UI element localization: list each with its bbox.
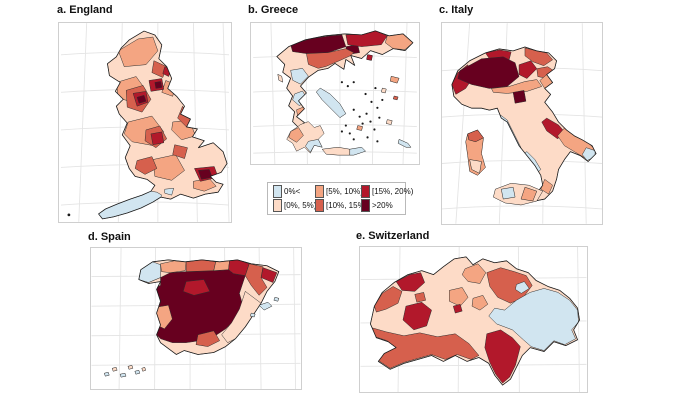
spain-map [91, 248, 301, 389]
panel-italy [441, 22, 603, 225]
country-outline-stroke [370, 256, 580, 386]
england-map [60, 23, 230, 222]
map-regions [98, 36, 219, 219]
legend-item: [15%, 20%) [361, 185, 414, 199]
legend-item: [10%, 15%) [315, 198, 367, 212]
legend-label: >20% [372, 200, 393, 210]
switzerland-map [360, 247, 587, 392]
country-outline-stroke [451, 46, 597, 202]
legend-swatch [273, 185, 282, 199]
panel-title-switzerland: e. Switzerland [356, 230, 430, 242]
graticule [253, 23, 417, 164]
scilly-isles-dot [67, 213, 71, 217]
country-outline [98, 30, 228, 220]
country-outline-stroke [98, 30, 228, 220]
legend: 0%< [5%, 10%) [15%, 20%) [0%, 5%) [10%, … [267, 182, 413, 215]
legend-swatch [361, 198, 370, 212]
legend-swatch [361, 185, 370, 199]
balearic-islands [249, 297, 280, 318]
legend-label: [0%, 5%) [284, 200, 317, 210]
sicily-region [493, 183, 544, 206]
legend-label: [15%, 20%) [372, 187, 414, 197]
panel-switzerland [359, 246, 588, 393]
map-regions [372, 263, 579, 384]
panel-title-spain: d. Spain [88, 231, 131, 243]
country-outline-stroke [276, 30, 414, 128]
legend-item: >20% [361, 198, 410, 212]
panel-england [58, 22, 232, 223]
greece-map [253, 23, 417, 164]
map-regions [138, 259, 278, 347]
legend-item: 0%< [273, 185, 315, 199]
legend-swatch [315, 198, 324, 212]
map-regions [451, 47, 596, 195]
italy-map [442, 23, 602, 224]
panel-title-england: a. England [57, 4, 113, 16]
panel-title-italy: c. Italy [439, 4, 474, 16]
legend-item: [0%, 5%) [273, 198, 317, 212]
legend-label: [5%, 10%) [326, 187, 363, 197]
country-outline-stroke [138, 259, 280, 355]
legend-swatch [315, 185, 324, 199]
panel-spain [90, 247, 302, 390]
map-regions [290, 30, 413, 121]
legend-label: [10%, 15%) [326, 200, 368, 210]
panel-greece [250, 22, 420, 165]
legend-item: [5%, 10%) [315, 185, 363, 199]
panel-title-greece: b. Greece [248, 4, 299, 16]
islands [277, 54, 412, 156]
sardinia-region [465, 129, 486, 176]
legend-swatch [273, 198, 282, 212]
peloponnese-region [286, 121, 325, 154]
legend-label: 0%< [284, 187, 301, 197]
canary-islands [103, 365, 147, 378]
